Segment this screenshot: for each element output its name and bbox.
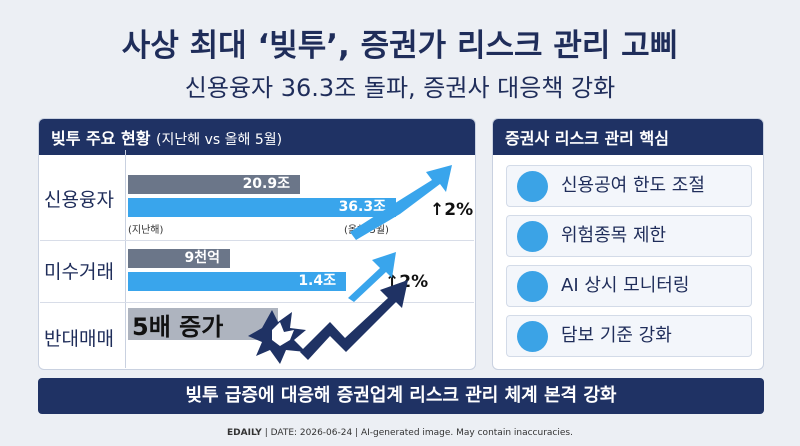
date: DATE: 2026-06-24 <box>270 428 353 438</box>
change: ↑2% <box>385 272 429 292</box>
this-year-bar: 1.4조 <box>128 272 346 291</box>
last-year-bar: 20.9조 <box>128 175 300 194</box>
divider <box>125 150 126 368</box>
brand: EDAILY <box>227 428 262 438</box>
left-title: 빚투 주요 현황 <box>51 129 151 148</box>
icon <box>517 221 548 252</box>
title: 사상 최대 ‘빚투’, 증권가 리스크 관리 고삐 <box>121 28 679 64</box>
last-year-bar: 9천억 <box>128 249 230 268</box>
item: 담보 기준 강화 <box>506 315 752 357</box>
item: AI 상시 모니터링 <box>506 265 752 307</box>
note: (지난해) <box>128 225 164 236</box>
divider <box>40 302 474 303</box>
divider <box>40 240 474 241</box>
item-text: 신용공여 한도 조절 <box>561 175 705 196</box>
highlight: 5배 증가 <box>132 313 224 341</box>
subtitle: 신용융자 36.3조 돌파, 증권사 대응책 강화 <box>184 74 616 102</box>
left-panel-header: 빚투 주요 현황 (지난해 vs 올해 5월) <box>39 119 475 155</box>
footer: EDAILY | DATE: 2026-06-24 | AI-generated… <box>227 428 573 438</box>
item-text: AI 상시 모니터링 <box>561 275 690 296</box>
icon <box>517 171 548 202</box>
icon <box>517 271 548 302</box>
banner: 빚투 급증에 대응해 증권업계 리스크 관리 체계 본격 강화 <box>38 378 764 414</box>
footer-note: AI-generated image. May contain inaccura… <box>360 428 573 438</box>
left-period: (지난해 vs 올해 5월) <box>156 132 283 148</box>
item: 위험종목 제한 <box>506 215 752 257</box>
item-text: 위험종목 제한 <box>561 225 667 246</box>
item-text: 담보 기준 강화 <box>561 325 672 346</box>
item: 신용공여 한도 조절 <box>506 165 752 207</box>
row-label: 미수거래 <box>44 261 114 283</box>
this-year-bar: 36.3조 <box>128 198 396 217</box>
icon <box>517 321 548 352</box>
row-label: 반대매매 <box>44 328 114 350</box>
row-label: 신용융자 <box>44 189 114 211</box>
change: ↑2% <box>430 200 474 220</box>
note: (올해 5월) <box>344 225 389 236</box>
right-panel-header: 증권사 리스크 관리 핵심 <box>493 119 763 155</box>
